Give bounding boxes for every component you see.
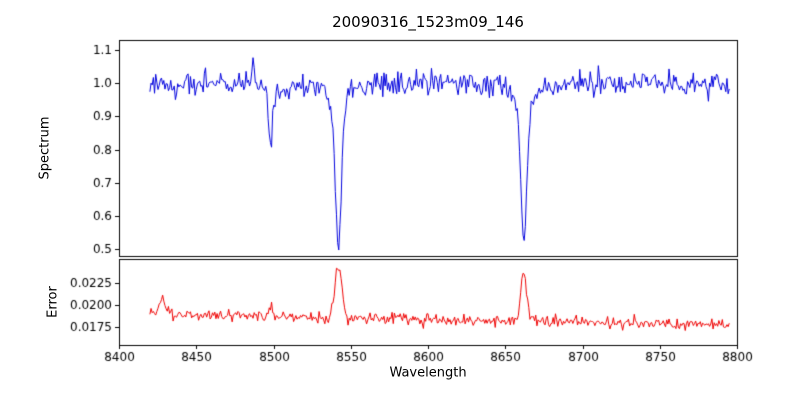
spectrum-y-axis-label: Spectrum bbox=[37, 116, 53, 180]
error-y-axis-label: Error bbox=[45, 286, 61, 318]
chart-title: 20090316_1523m09_146 bbox=[332, 13, 524, 31]
x-axis-label: Wavelength bbox=[389, 365, 467, 381]
